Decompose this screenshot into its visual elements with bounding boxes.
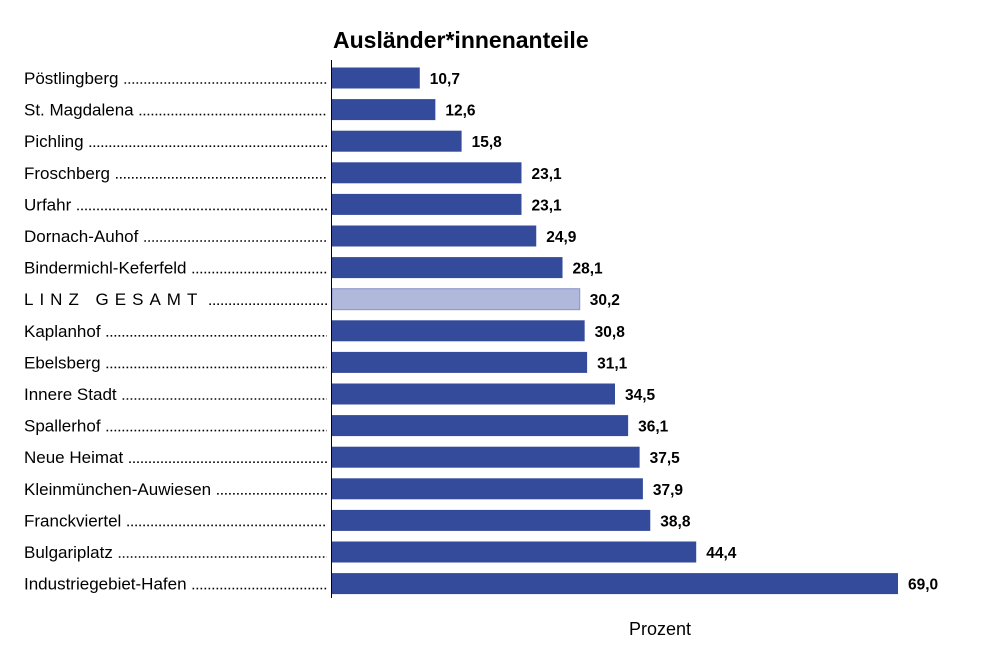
bar-row: Pichling 15,8 bbox=[24, 130, 503, 152]
value-label: 10,7 bbox=[430, 71, 460, 88]
category-label: Pöstlingberg bbox=[24, 69, 119, 88]
value-label: 12,6 bbox=[445, 103, 476, 120]
bar bbox=[332, 478, 643, 500]
bar bbox=[332, 383, 615, 405]
category-label: Franckviertel bbox=[24, 511, 121, 530]
value-label: 30,8 bbox=[595, 324, 626, 341]
bar bbox=[332, 257, 563, 279]
bar bbox=[332, 225, 537, 247]
value-label: 31,1 bbox=[597, 355, 628, 372]
category-label: Neue Heimat bbox=[24, 448, 123, 467]
category-label: Bulgariplatz bbox=[24, 543, 113, 562]
value-label: 28,1 bbox=[573, 261, 604, 278]
category-label: Innere Stadt bbox=[24, 385, 117, 404]
bar bbox=[332, 541, 697, 563]
bar bbox=[332, 415, 629, 437]
bar bbox=[332, 509, 651, 531]
bar-row: Franckviertel 38,8 bbox=[24, 509, 691, 531]
bar bbox=[332, 130, 462, 152]
bar-row: Spallerhof 36,1 bbox=[24, 415, 669, 437]
category-label: Spallerhof bbox=[24, 417, 101, 436]
bar-row: Kaplanhof 30,8 bbox=[24, 320, 626, 342]
bar-row: Bindermichl-Keferfeld 28,1 bbox=[24, 257, 604, 279]
bar bbox=[332, 351, 588, 373]
bar-row: Urfahr 23,1 bbox=[24, 193, 562, 215]
category-label: St. Magdalena bbox=[24, 101, 134, 120]
chart-title: Ausländer*innenanteile bbox=[333, 27, 589, 53]
category-label: LINZ GESAMT bbox=[24, 290, 203, 309]
category-label: Ebelsberg bbox=[24, 353, 101, 372]
category-label: Froschberg bbox=[24, 164, 110, 183]
value-label: 38,8 bbox=[660, 513, 691, 530]
value-label: 36,1 bbox=[638, 419, 669, 436]
value-label: 15,8 bbox=[472, 134, 503, 151]
category-label: Pichling bbox=[24, 132, 84, 151]
x-axis-label: Prozent bbox=[629, 619, 691, 639]
bar-row: Industriegebiet-Hafen 69,0 bbox=[24, 573, 938, 595]
bar bbox=[332, 320, 585, 342]
value-label: 37,9 bbox=[653, 482, 684, 499]
category-label: Bindermichl-Keferfeld bbox=[24, 259, 187, 278]
bar-row: Pöstlingberg 10,7 bbox=[24, 67, 460, 89]
category-label: Kleinmünchen-Auwiesen bbox=[24, 480, 211, 499]
bar-row: Dornach-Auhof 24,9 bbox=[24, 225, 577, 247]
bars-layer: Pöstlingberg 10,7 St. Magdalena 12,6 Pichlin… bbox=[24, 67, 938, 595]
bar-row: Innere Stadt 34,5 bbox=[24, 383, 656, 405]
value-label: 23,1 bbox=[531, 197, 562, 214]
value-label: 34,5 bbox=[625, 387, 656, 404]
bar-row: LINZ GESAMT 30,2 bbox=[24, 288, 620, 311]
bar bbox=[332, 162, 522, 184]
bar bbox=[332, 193, 522, 215]
category-label: Kaplanhof bbox=[24, 322, 101, 341]
bar-row: St. Magdalena 12,6 bbox=[24, 99, 476, 121]
bar bbox=[332, 67, 420, 89]
bar-row: Kleinmünchen-Auwiesen 37,9 bbox=[24, 478, 684, 500]
value-label: 30,2 bbox=[590, 292, 620, 309]
category-label: Industriegebiet-Hafen bbox=[24, 575, 187, 594]
value-label: 24,9 bbox=[546, 229, 577, 246]
category-label: Urfahr bbox=[24, 195, 72, 214]
value-label: 37,5 bbox=[650, 450, 681, 467]
bar-row: Froschberg 23,1 bbox=[24, 162, 562, 184]
bar-highlight bbox=[331, 288, 581, 311]
bar-row: Neue Heimat 37,5 bbox=[24, 446, 681, 468]
category-label: Dornach-Auhof bbox=[24, 227, 139, 246]
value-label: 69,0 bbox=[908, 577, 938, 594]
bar bbox=[332, 446, 640, 468]
bar-row: Ebelsberg 31,1 bbox=[24, 351, 628, 373]
value-label: 23,1 bbox=[531, 166, 562, 183]
value-label: 44,4 bbox=[706, 545, 737, 562]
bar bbox=[332, 99, 436, 121]
bar-row: Bulgariplatz 44,4 bbox=[24, 541, 737, 563]
bar bbox=[332, 573, 898, 595]
